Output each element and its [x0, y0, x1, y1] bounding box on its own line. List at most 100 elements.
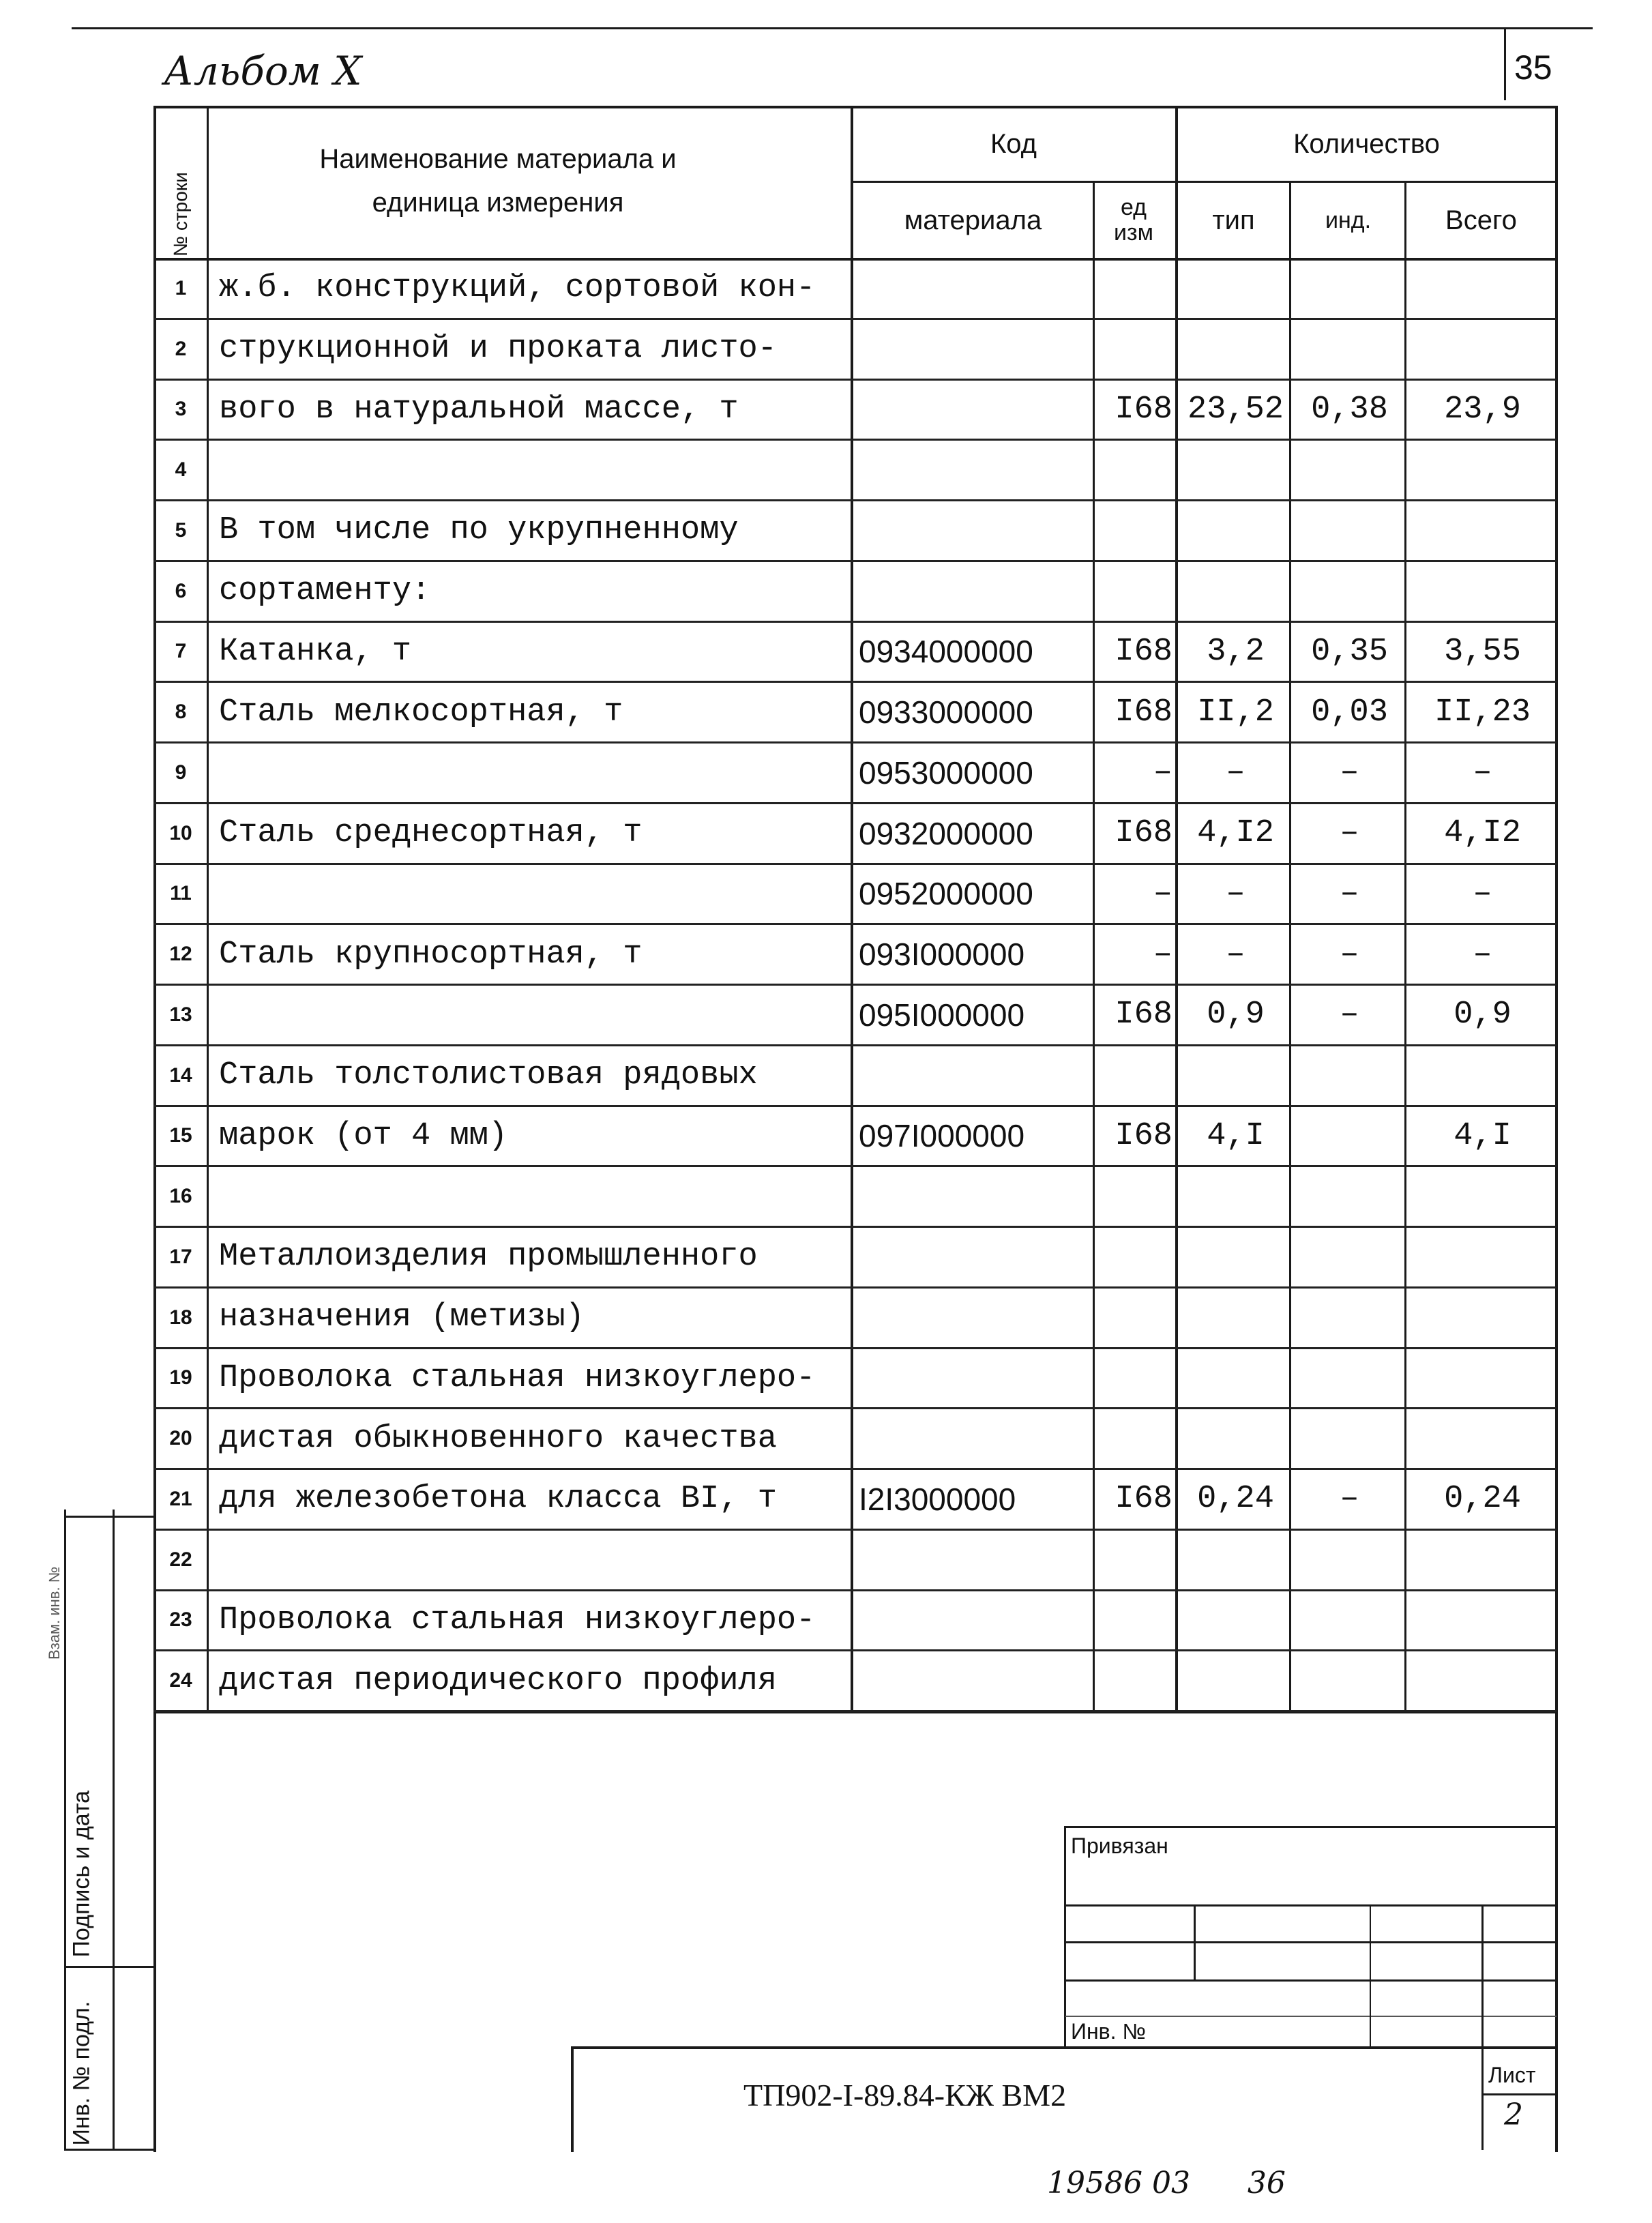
- row-name: [211, 1531, 852, 1589]
- row-name: [211, 865, 852, 924]
- sheet-label: Лист: [1488, 2063, 1536, 2087]
- row-number: 8: [175, 701, 187, 724]
- page-number: 35: [1514, 48, 1552, 87]
- row-number: 4: [175, 458, 187, 482]
- row-code: 097I000000: [859, 1118, 1025, 1154]
- margin-bottom-line: [64, 2149, 153, 2151]
- stamp-line: [1065, 1979, 1557, 1982]
- row-qty-tip: –: [1226, 875, 1245, 912]
- header-qty-tip: тип: [1212, 205, 1255, 235]
- row-qty-total: [1408, 1409, 1557, 1468]
- table-row: 9 0953000000 – – – –: [153, 744, 1557, 804]
- margin-outer-line: [64, 1510, 66, 2151]
- row-unit: [1096, 441, 1177, 499]
- row-code: [855, 501, 1095, 560]
- col-line-unit: [1175, 106, 1178, 1712]
- table-row: 8 Сталь мелкосортная, т 0933000000 I68 II,2 0…: [153, 683, 1557, 744]
- row-qty-tip: 4,I2: [1197, 815, 1274, 852]
- privyazan-label: Привязан: [1071, 1834, 1168, 1858]
- row-number: 19: [169, 1366, 192, 1389]
- row-code: [855, 259, 1095, 318]
- row-code: 0953000000: [859, 754, 1033, 791]
- table-bottom-border: [153, 1711, 1557, 1713]
- row-qty-ind: [1293, 1591, 1406, 1650]
- row-number: 20: [169, 1427, 192, 1450]
- row-qty-total: 0,24: [1444, 1481, 1521, 1518]
- header-qty-ind: инд.: [1325, 207, 1372, 233]
- row-qty-total: 4,I: [1454, 1117, 1511, 1154]
- table-row: 13 095I000000 I68 0,9 – 0,9: [153, 986, 1557, 1046]
- table-row: 11 0952000000 – – – –: [153, 865, 1557, 926]
- row-qty-ind: –: [1340, 754, 1359, 791]
- row-qty-tip: [1179, 562, 1292, 621]
- row-unit: [1096, 1167, 1177, 1226]
- row-name: Катанка, т: [219, 633, 412, 670]
- table-row: 16: [153, 1167, 1557, 1228]
- table-row: 12 Сталь крупносортная, т 093I000000 – – – –: [153, 925, 1557, 986]
- row-name: [211, 441, 852, 499]
- table-top-border: [153, 106, 1557, 108]
- row-number: 18: [169, 1306, 192, 1329]
- document-code: ТП902-I-89.84-КЖ ВМ2: [743, 2078, 1067, 2112]
- row-name: назначения (метизы): [219, 1299, 585, 1336]
- header-row-no: № строки: [170, 172, 191, 256]
- sheet-divider: [1481, 2093, 1557, 2095]
- table-row: 19 Проволока стальная низкоуглеро-: [153, 1349, 1557, 1410]
- top-rule: [72, 27, 1593, 29]
- main-block-top: [571, 2046, 1557, 2049]
- row-code: 095I000000: [859, 997, 1025, 1033]
- row-code: [855, 1167, 1095, 1226]
- row-qty-ind: [1293, 1349, 1406, 1408]
- table-row: 2 струкционной и проката листо-: [153, 320, 1557, 381]
- margin-vzam: Взам. инв. №: [46, 1566, 63, 1660]
- row-name: дистая периодического профиля: [219, 1662, 777, 1699]
- row-code: [855, 1531, 1095, 1589]
- row-qty-tip: –: [1226, 936, 1245, 973]
- row-qty-total: 3,55: [1444, 633, 1521, 670]
- header-code: Код: [990, 129, 1037, 159]
- table-row: 23 Проволока стальная низкоуглеро-: [153, 1591, 1557, 1652]
- col-line-ind: [1404, 181, 1406, 1712]
- row-number: 12: [169, 943, 192, 966]
- table-row: 14 Сталь толстолистовая рядовых: [153, 1046, 1557, 1107]
- row-code: [855, 1651, 1095, 1710]
- row-qty-tip: [1179, 1591, 1292, 1650]
- stamp-line: [1065, 1941, 1557, 1943]
- row-name: [211, 986, 852, 1044]
- stamp-col: [1481, 1904, 1484, 2150]
- row-qty-total: [1408, 1167, 1557, 1226]
- row-unit: [1096, 1409, 1177, 1468]
- row-qty-total: [1408, 562, 1557, 621]
- row-unit: [1096, 1349, 1177, 1408]
- row-qty-tip: 3,2: [1207, 633, 1265, 670]
- row-qty-total: –: [1473, 936, 1492, 973]
- row-name: вого в натуральной массе, т: [219, 391, 739, 428]
- row-number: 23: [169, 1608, 192, 1632]
- row-qty-total: –: [1473, 875, 1492, 912]
- row-code: [855, 1289, 1095, 1347]
- col-line-code: [1093, 181, 1095, 1712]
- table-row: 10 Сталь среднесортная, т 0932000000 I68 4,I…: [153, 804, 1557, 865]
- row-qty-ind: 0,38: [1311, 391, 1388, 428]
- row-code: [855, 1046, 1095, 1105]
- album-title: Альбом X: [164, 48, 362, 94]
- table-row: 5 В том числе по укрупненному: [153, 501, 1557, 562]
- row-code: I2I3000000: [859, 1481, 1016, 1517]
- row-qty-ind: [1293, 320, 1406, 379]
- row-unit: [1096, 1591, 1177, 1650]
- row-unit: [1096, 501, 1177, 560]
- row-qty-tip: [1179, 1167, 1292, 1226]
- col-line-name: [851, 106, 853, 1712]
- table-row: 21 для железобетона класса ВI, т I2I300000…: [153, 1470, 1557, 1531]
- row-qty-ind: [1293, 1409, 1406, 1468]
- row-name: струкционной и проката листо-: [219, 331, 777, 368]
- row-qty-tip: [1179, 1289, 1292, 1347]
- row-number: 16: [169, 1185, 192, 1208]
- row-qty-tip: [1179, 259, 1292, 318]
- header-bottom-line: [153, 258, 1557, 261]
- row-name: Сталь среднесортная, т: [219, 815, 643, 852]
- row-number: 10: [169, 821, 192, 844]
- row-qty-total: [1408, 1651, 1557, 1710]
- row-qty-ind: 0,03: [1311, 694, 1388, 731]
- table-row: 1 ж.б. конструкций, сортовой кон-: [153, 259, 1557, 320]
